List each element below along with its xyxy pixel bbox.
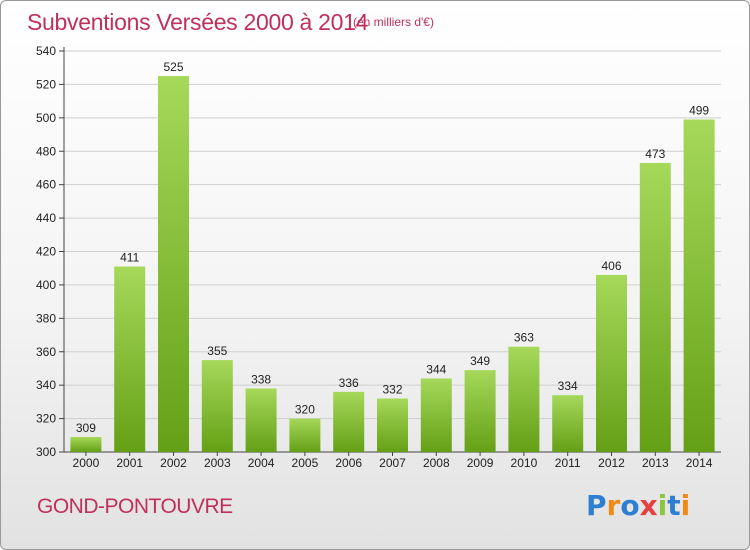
bar-2010 bbox=[508, 346, 540, 452]
x-tick-label-2009: 2009 bbox=[467, 456, 494, 470]
bar-2001 bbox=[114, 266, 146, 452]
x-tick-label-2005: 2005 bbox=[292, 456, 319, 470]
bar-2003 bbox=[201, 360, 233, 452]
x-tick-label-2006: 2006 bbox=[335, 456, 362, 470]
y-tick-label: 460 bbox=[36, 178, 56, 192]
y-tick-label: 420 bbox=[36, 245, 56, 259]
x-tick-label-2000: 2000 bbox=[73, 456, 100, 470]
x-tick-label-2003: 2003 bbox=[204, 456, 231, 470]
y-tick-label: 380 bbox=[36, 311, 56, 325]
logo-letter: x bbox=[639, 489, 658, 522]
bar-2014 bbox=[683, 119, 715, 453]
bars bbox=[70, 76, 715, 453]
x-tick-label-2001: 2001 bbox=[116, 456, 143, 470]
data-label-2013: 473 bbox=[645, 147, 665, 161]
x-tick-label-2004: 2004 bbox=[248, 456, 275, 470]
data-label-2012: 406 bbox=[601, 259, 621, 273]
bar-2000 bbox=[70, 436, 102, 452]
x-tick-label-2002: 2002 bbox=[160, 456, 187, 470]
data-label-2009: 349 bbox=[470, 354, 490, 368]
y-tick-label: 540 bbox=[36, 44, 56, 58]
y-tick-label: 360 bbox=[36, 345, 56, 359]
logo-letter: o bbox=[620, 489, 640, 522]
bar-2011 bbox=[552, 395, 584, 452]
y-tick-label: 520 bbox=[36, 77, 56, 91]
data-label-2008: 344 bbox=[426, 362, 446, 376]
bar-2009 bbox=[464, 370, 496, 452]
data-label-2007: 332 bbox=[382, 383, 402, 397]
logo-letter: r bbox=[606, 489, 621, 522]
y-tick-label: 300 bbox=[36, 445, 56, 459]
data-label-2010: 363 bbox=[514, 331, 534, 345]
y-tick-label: 400 bbox=[36, 278, 56, 292]
bar-2006 bbox=[333, 391, 365, 452]
y-tick-label: 320 bbox=[36, 412, 56, 426]
x-tick-label-2014: 2014 bbox=[686, 456, 713, 470]
chart-title: Subventions Versées 2000 à 2014 bbox=[27, 9, 369, 35]
y-tick-label: 440 bbox=[36, 211, 56, 225]
x-tick-label-2008: 2008 bbox=[423, 456, 450, 470]
y-tick-label: 500 bbox=[36, 111, 56, 125]
bar-2008 bbox=[420, 378, 452, 452]
data-label-2003: 355 bbox=[207, 344, 227, 358]
x-tick-label-2007: 2007 bbox=[379, 456, 406, 470]
logo-letter: P bbox=[586, 489, 607, 522]
bar-2012 bbox=[596, 274, 627, 452]
x-tick-label-2010: 2010 bbox=[511, 456, 538, 470]
data-label-2005: 320 bbox=[295, 403, 315, 417]
commune-name: GOND-PONTOUVRE bbox=[37, 495, 233, 518]
unit-note: (en milliers d'€) bbox=[353, 15, 434, 29]
data-label-2004: 338 bbox=[251, 373, 271, 387]
data-label-2001: 411 bbox=[120, 251, 139, 265]
logo-letter: i bbox=[680, 489, 691, 522]
bar-2013 bbox=[639, 162, 671, 452]
x-tick-label-2012: 2012 bbox=[598, 456, 625, 470]
proxiti-logo: Proxiti bbox=[586, 489, 690, 522]
labels: 300 320 340 360 380 400 420 440 460 480 500 520 540 3… bbox=[36, 44, 713, 470]
data-label-2000: 309 bbox=[76, 421, 96, 435]
y-tick-label: 480 bbox=[36, 144, 56, 158]
bar-2002 bbox=[158, 76, 189, 452]
x-tick-label-2011: 2011 bbox=[555, 456, 581, 470]
y-tick-label: 340 bbox=[36, 378, 56, 392]
x-tick-label-2013: 2013 bbox=[642, 456, 669, 470]
bar-2007 bbox=[377, 398, 408, 452]
data-label-2011: 334 bbox=[558, 379, 578, 393]
bar-2004 bbox=[245, 388, 277, 452]
logo-letter: i bbox=[657, 489, 668, 522]
bar-2005 bbox=[289, 418, 321, 452]
data-label-2014: 499 bbox=[689, 104, 709, 118]
logo-letter: t bbox=[667, 489, 681, 522]
data-label-2006: 336 bbox=[339, 376, 359, 390]
data-label-2002: 525 bbox=[163, 60, 183, 74]
